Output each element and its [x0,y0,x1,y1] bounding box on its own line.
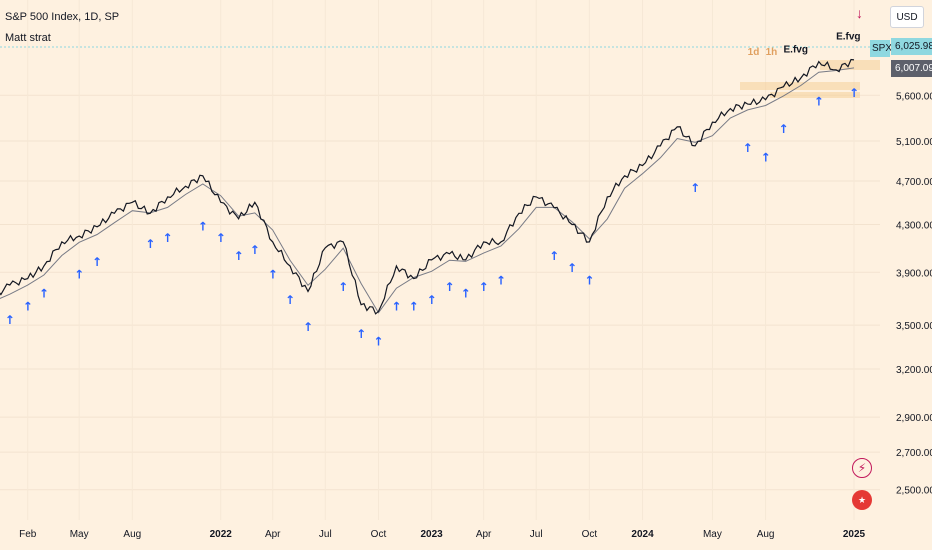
y-tick-label: 5,100.00 [896,137,932,148]
buy-arrow: ↑ [391,300,401,314]
y-tick-label: 3,900.00 [896,268,932,279]
buy-arrow: ↑ [761,151,771,165]
buy-arrow: ↑ [74,267,84,281]
x-tick-label: May [703,529,722,540]
close-price-badge: 6,007.09 [891,60,932,77]
strategy-label: 1d [748,47,760,58]
strategy-label: E.fvg [836,31,860,42]
buy-arrow: ↑ [92,255,102,269]
strategy-labels: 1d 1h E.fvg E.fvg [748,31,861,58]
y-tick-label: 4,300.00 [896,220,932,231]
time-axis[interactable]: Feb May Aug 2022 Apr Jul Oct 2023 Apr Jul Oct 2024 M… [19,529,865,540]
buy-arrow: ↑ [268,267,278,281]
x-tick-label: 2022 [210,529,233,540]
fvg-zone [820,60,880,70]
buy-arrow: ↑ [250,243,260,257]
buy-arrow: ↑ [338,280,348,294]
buy-arrow: ↑ [778,122,788,136]
buy-arrow: ↑ [234,249,244,263]
buy-signal-arrows: ↑ ↑ ↑ ↑ ↑ ↑ ↑ ↑ ↑ ↑ ↑ ↑ ↑ ↑ ↑ ↑ ↑ ↑ ↑ ↑ ↑ ↑ ↑ ↑ ↑ ↑ ↑ ↑ ↑ ↑ ↑ ↑ ↑ [5,86,859,348]
x-tick-label: 2023 [420,529,443,540]
y-tick-label: 5,600.00 [896,91,932,102]
indicator-name[interactable]: Matt strat [5,32,51,44]
price-axis[interactable]: 5,600.00 5,100.00 4,700.00 4,300.00 3,900.00… [896,91,932,496]
buy-arrow: ↑ [285,293,295,307]
fvg-zone [770,92,860,98]
x-tick-label: Oct [582,529,598,540]
buy-arrow: ↑ [814,95,824,109]
buy-arrow: ↑ [690,181,700,195]
symbol-title[interactable]: S&P 500 Index, 1D, SP [5,11,120,23]
price-line [0,58,855,315]
x-tick-label: 2024 [631,529,654,540]
buy-arrow: ↑ [461,286,471,300]
x-tick-label: Jul [319,529,332,540]
buy-arrow: ↑ [373,334,383,348]
buy-arrow: ↑ [849,86,859,100]
x-tick-label: Jul [530,529,543,540]
buy-arrow: ↑ [145,237,155,251]
buy-arrow: ↑ [549,249,559,263]
buy-arrow: ↑ [743,141,753,155]
buy-arrow: ↑ [39,286,49,300]
strategy-label: 1h [766,47,778,58]
last-price-badge: 6,025.98 [891,38,932,55]
x-tick-label: Apr [476,529,492,540]
x-tick-label: Aug [757,529,775,540]
buy-arrow: ↑ [356,327,366,341]
x-tick-label: Feb [19,529,37,540]
arrow-down-icon[interactable]: ↓ [856,5,863,21]
y-tick-label: 2,500.00 [896,486,932,497]
buy-arrow: ↑ [198,219,208,233]
buy-arrow: ↑ [163,231,173,245]
buy-arrow: ↑ [479,280,489,294]
buy-arrow: ↑ [5,313,15,327]
buy-arrow: ↑ [445,280,455,294]
buy-arrow: ↑ [427,293,437,307]
x-tick-label: Aug [123,529,141,540]
buy-arrow: ↑ [567,261,577,275]
buy-arrow: ↑ [303,320,313,334]
us-flag-icon[interactable]: ★ [852,490,872,510]
y-tick-label: 3,500.00 [896,321,932,332]
moving-average-line [0,67,855,314]
strategy-label: E.fvg [784,45,808,56]
x-tick-label: Apr [265,529,281,540]
buy-arrow: ↑ [584,274,594,288]
x-tick-label: Oct [371,529,387,540]
x-tick-label: 2025 [843,529,866,540]
y-tick-label: 3,200.00 [896,365,932,376]
buy-arrow: ↑ [216,231,226,245]
buy-arrow: ↑ [409,300,419,314]
y-tick-label: 4,700.00 [896,177,932,188]
buy-arrow: ↑ [496,274,506,288]
y-tick-label: 2,700.00 [896,448,932,459]
lightning-icon[interactable]: ⚡ [852,458,872,478]
x-tick-label: May [70,529,89,540]
y-tick-label: 2,900.00 [896,413,932,424]
currency-button[interactable]: USD [890,6,924,28]
symbol-badge: SPX [870,40,892,57]
buy-arrow: ↑ [23,300,33,314]
